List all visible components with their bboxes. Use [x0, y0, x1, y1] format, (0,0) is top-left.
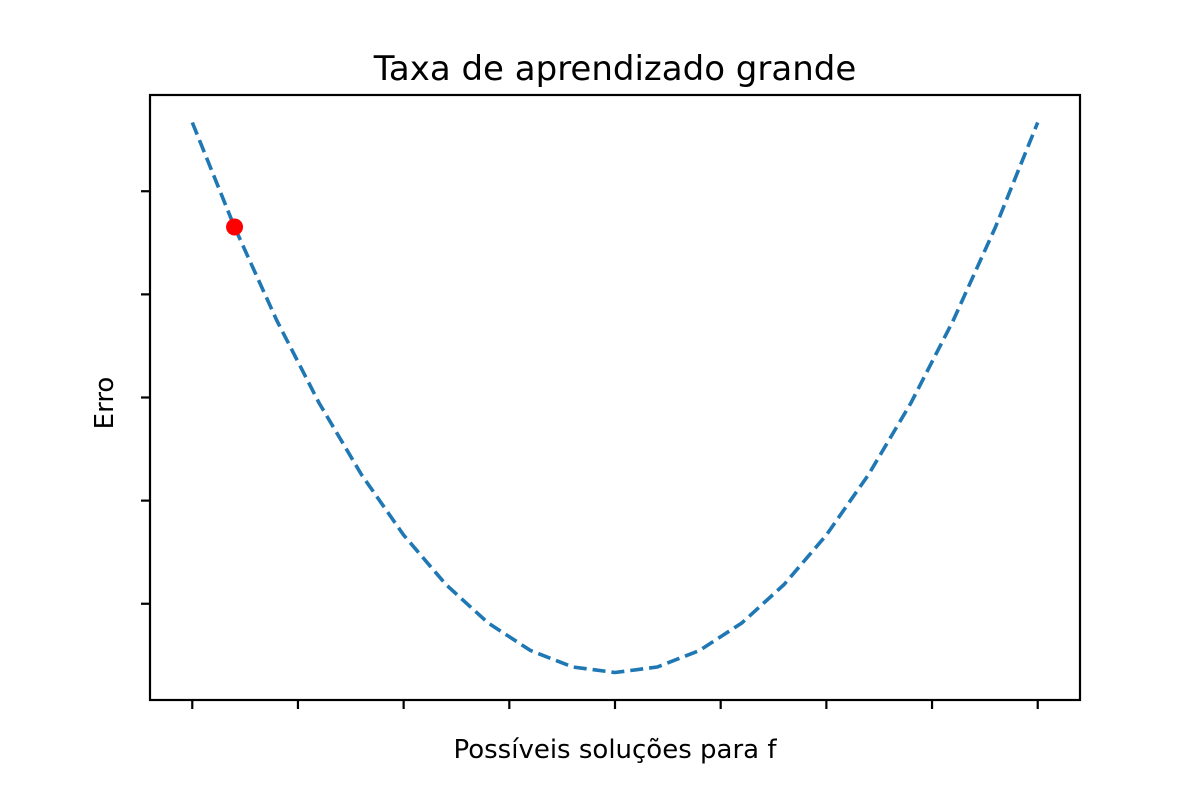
- data-point-0: [226, 218, 244, 236]
- x-axis-ticks: [191, 700, 1039, 709]
- series-line-0: [190, 121, 1040, 675]
- y-axis-label: Erro: [90, 377, 120, 430]
- series-layer: [190, 121, 1040, 675]
- x-axis-label: Possíveis soluções para f: [453, 735, 777, 765]
- y-axis-ticks: [141, 190, 150, 605]
- points-layer: [226, 218, 244, 236]
- chart-title: Taxa de aprendizado grande: [373, 49, 857, 89]
- plot-frame: [148, 93, 1082, 702]
